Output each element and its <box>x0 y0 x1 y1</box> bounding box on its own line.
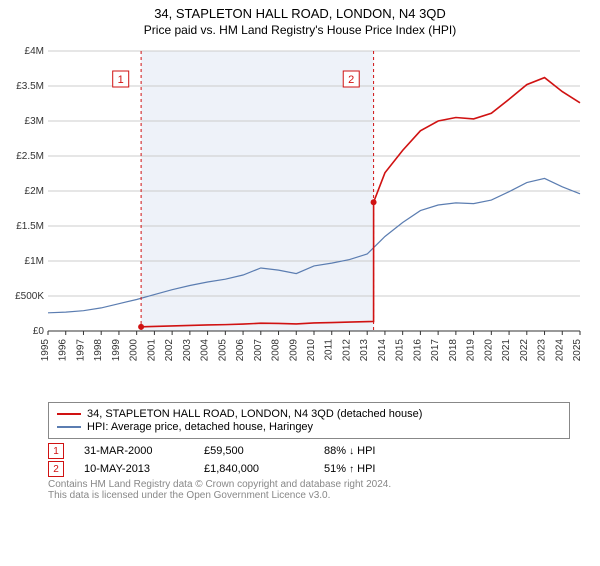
footer-line-1: Contains HM Land Registry data © Crown c… <box>48 479 570 490</box>
x-tick-label: 2015 <box>395 339 406 362</box>
arrow-icon: ↓ <box>349 446 354 457</box>
x-tick-label: 2004 <box>200 339 211 362</box>
sales-marker-box: 1 <box>48 443 64 459</box>
x-tick-label: 2016 <box>412 339 423 362</box>
y-tick-label: £1.5M <box>16 221 44 232</box>
arrow-icon: ↑ <box>349 464 354 475</box>
x-tick-label: 2023 <box>537 339 548 362</box>
x-tick-label: 2014 <box>377 339 388 362</box>
x-tick-label: 1996 <box>58 339 69 362</box>
x-tick-label: 2018 <box>448 339 459 362</box>
legend: 34, STAPLETON HALL ROAD, LONDON, N4 3QD … <box>48 402 570 439</box>
x-tick-label: 2011 <box>324 339 335 361</box>
x-tick-label: 2010 <box>306 339 317 362</box>
y-tick-label: £0 <box>33 326 45 337</box>
sales-marker-box: 2 <box>48 461 64 477</box>
sale-marker-dot <box>138 324 144 330</box>
price-chart: £0 £500K £1M £1.5M £2M £2.5M £3M £3.5M £4M 1995 19… <box>0 41 600 391</box>
x-tick-label: 1999 <box>111 339 122 362</box>
y-tick-label: £500K <box>15 291 44 302</box>
x-tick-label: 2019 <box>466 339 477 362</box>
sales-price: £59,500 <box>204 445 304 457</box>
x-tick-label: 2017 <box>430 339 441 362</box>
y-tick-label: £3M <box>25 116 44 127</box>
sales-date: 31-MAR-2000 <box>84 445 184 457</box>
sales-price: £1,840,000 <box>204 463 304 475</box>
x-tick-label: 2001 <box>146 339 157 362</box>
chart-container: £0 £500K £1M £1.5M £2M £2.5M £3M £3.5M £4M 1995 19… <box>0 41 600 396</box>
y-tick-label: £3.5M <box>16 81 44 92</box>
sale-marker-number: 1 <box>118 74 124 86</box>
x-tick-label: 2005 <box>217 339 228 362</box>
legend-swatch <box>57 426 81 428</box>
x-tick-label: 2025 <box>572 339 583 362</box>
footer-attribution: Contains HM Land Registry data © Crown c… <box>48 479 570 501</box>
x-tick-label: 2009 <box>288 339 299 362</box>
sale-marker-dot <box>371 199 377 205</box>
footer-line-2: This data is licensed under the Open Gov… <box>48 490 570 501</box>
legend-row: 34, STAPLETON HALL ROAD, LONDON, N4 3QD … <box>57 408 561 420</box>
sales-row: 1 31-MAR-2000 £59,500 88% ↓ HPI <box>48 443 570 459</box>
x-tick-label: 2022 <box>519 339 530 362</box>
x-tick-label: 2007 <box>253 339 264 362</box>
sales-pct: 51% ↑ HPI <box>324 463 375 475</box>
x-tick-label: 2006 <box>235 339 246 362</box>
y-tick-label: £2.5M <box>16 151 44 162</box>
page-title: 34, STAPLETON HALL ROAD, LONDON, N4 3QD <box>0 6 600 21</box>
y-tick-label: £2M <box>25 186 44 197</box>
y-tick-label: £4M <box>25 46 44 57</box>
x-tick-label: 2012 <box>341 339 352 362</box>
page-subtitle: Price paid vs. HM Land Registry's House … <box>0 23 600 37</box>
legend-swatch <box>57 413 81 415</box>
x-tick-label: 2003 <box>182 339 193 362</box>
sales-table: 1 31-MAR-2000 £59,500 88% ↓ HPI 2 10-MAY-2013… <box>48 443 570 477</box>
y-tick-label: £1M <box>25 256 44 267</box>
x-tick-label: 2002 <box>164 339 175 362</box>
x-tick-label: 2013 <box>359 339 370 362</box>
x-tick-label: 1998 <box>93 339 104 362</box>
sale-marker-number: 2 <box>348 74 354 86</box>
sales-date: 10-MAY-2013 <box>84 463 184 475</box>
sales-pct: 88% ↓ HPI <box>324 445 375 457</box>
legend-label: HPI: Average price, detached house, Hari… <box>87 421 313 433</box>
legend-row: HPI: Average price, detached house, Hari… <box>57 421 561 433</box>
x-tick-label: 1997 <box>75 339 86 362</box>
legend-label: 34, STAPLETON HALL ROAD, LONDON, N4 3QD … <box>87 408 422 420</box>
x-tick-label: 1995 <box>40 339 51 362</box>
sales-row: 2 10-MAY-2013 £1,840,000 51% ↑ HPI <box>48 461 570 477</box>
x-tick-label: 2008 <box>271 339 282 362</box>
x-tick-label: 2020 <box>483 339 494 362</box>
x-tick-label: 2000 <box>129 339 140 362</box>
x-tick-label: 2021 <box>501 339 512 362</box>
x-tick-label: 2024 <box>554 339 565 362</box>
